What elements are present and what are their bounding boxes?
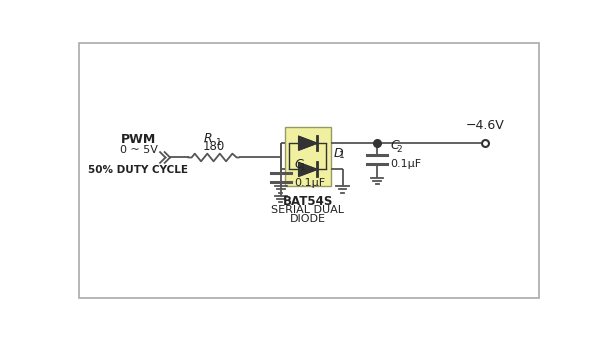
Text: R: R: [203, 132, 212, 145]
Text: DIODE: DIODE: [290, 214, 326, 224]
Text: 0.1μF: 0.1μF: [390, 159, 421, 170]
Text: 0 ~ 5V: 0 ~ 5V: [119, 145, 157, 155]
Text: 1: 1: [300, 163, 306, 172]
Text: SERIAL DUAL: SERIAL DUAL: [271, 205, 344, 215]
Text: 1: 1: [216, 138, 222, 147]
Text: BAT54S: BAT54S: [283, 195, 333, 208]
Text: PWM: PWM: [121, 133, 156, 146]
Text: 50% DUTY CYCLE: 50% DUTY CYCLE: [89, 165, 189, 175]
Text: 180: 180: [203, 140, 225, 153]
Bar: [285, 127, 331, 186]
Text: D: D: [333, 147, 343, 160]
Text: 2: 2: [396, 145, 402, 154]
Polygon shape: [298, 136, 317, 150]
Polygon shape: [298, 162, 317, 176]
Text: C: C: [390, 140, 399, 152]
Text: 0.1μF: 0.1μF: [294, 178, 325, 187]
Text: C: C: [294, 158, 303, 171]
Text: 1: 1: [339, 151, 344, 160]
Text: −4.6V: −4.6V: [466, 119, 504, 132]
